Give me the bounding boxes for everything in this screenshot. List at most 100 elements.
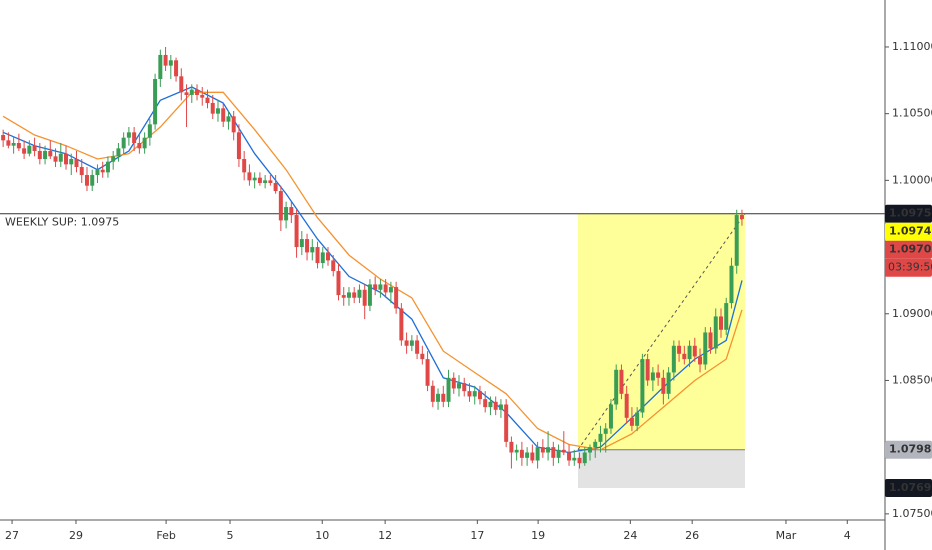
trend-line — [577, 213, 746, 450]
candle-body — [268, 180, 273, 184]
x-tick-label: 19 — [531, 529, 545, 542]
candle-body — [142, 137, 147, 149]
candle-body — [236, 132, 241, 160]
candle-body — [32, 145, 37, 152]
candle-body — [409, 340, 414, 346]
candle-body — [567, 452, 572, 461]
stop-zone — [577, 449, 745, 488]
candle-body — [661, 377, 666, 394]
candle-body — [388, 287, 393, 293]
candle-body — [22, 148, 27, 154]
candle-body — [619, 369, 624, 394]
candle-body — [346, 292, 351, 298]
candle-body — [718, 316, 723, 330]
candle-body — [48, 151, 53, 157]
candle-body — [95, 169, 100, 176]
candle-body — [462, 383, 467, 392]
candle-body — [666, 372, 671, 394]
candle-body — [289, 207, 294, 216]
candle-body — [126, 132, 131, 138]
candle-body — [703, 332, 708, 365]
candle-body — [603, 428, 608, 434]
candle-body — [425, 359, 430, 386]
candle-body — [556, 449, 561, 458]
candle-body — [488, 401, 493, 408]
candle-body — [215, 108, 220, 114]
candle-body — [739, 215, 744, 220]
candle-body — [278, 191, 283, 221]
candle-body — [352, 292, 357, 298]
candle-body — [677, 345, 682, 354]
candle-body — [614, 369, 619, 405]
x-tick-label: 17 — [470, 529, 484, 542]
candle-body — [357, 289, 362, 298]
candle-body — [341, 295, 346, 298]
candle-body — [404, 340, 409, 346]
candle-body — [378, 284, 383, 290]
candle-body — [121, 137, 126, 149]
candle-body — [84, 175, 89, 186]
candle-body — [373, 284, 378, 290]
candle-body — [624, 393, 629, 418]
x-tick-label: Mar — [776, 529, 797, 542]
candle-body — [11, 143, 16, 146]
price-badge — [885, 440, 932, 459]
candle-body — [153, 78, 158, 125]
candle-body — [588, 447, 592, 453]
y-tick-label: 1.10500 — [892, 107, 932, 120]
candle-body — [90, 175, 95, 186]
candle-body — [1, 135, 6, 141]
candle-body — [687, 345, 692, 360]
candle-body — [650, 372, 655, 381]
candle-body — [116, 148, 121, 157]
candle-body — [383, 284, 388, 293]
candle-body — [493, 401, 498, 410]
candle-body — [74, 159, 79, 168]
candle-body — [519, 449, 524, 458]
candle-body — [530, 452, 535, 461]
x-tick-label: 26 — [685, 529, 699, 542]
candle-body — [514, 449, 519, 453]
candle-body — [273, 183, 278, 192]
candle-body — [645, 359, 650, 381]
price-badge-label: 1.07694 — [889, 481, 932, 494]
x-tick-label: 29 — [69, 529, 83, 542]
candle-body — [640, 359, 645, 413]
candle-body — [189, 89, 194, 95]
candle-body — [305, 239, 310, 253]
candle-body — [37, 151, 42, 160]
price-badge — [885, 222, 932, 241]
candle-body — [671, 345, 676, 373]
candle-body — [179, 76, 184, 93]
y-tick-label: 1.08500 — [892, 373, 932, 386]
countdown-badge — [885, 258, 932, 277]
candle-body — [174, 60, 179, 77]
x-tick-label: 10 — [315, 529, 329, 542]
candle-body — [263, 180, 268, 184]
candle-body — [299, 239, 304, 248]
candle-body — [504, 404, 509, 442]
candle-body — [257, 177, 262, 184]
candle-body — [69, 159, 74, 165]
candle-body — [336, 271, 341, 296]
candle-body — [158, 54, 163, 79]
candle-body — [713, 316, 718, 349]
candle-body — [200, 94, 205, 98]
candle-body — [577, 457, 582, 464]
candle-body — [205, 97, 210, 103]
countdown-label: 03:39:50 — [888, 261, 932, 274]
y-tick-label: 1.11000 — [892, 40, 932, 53]
candle-body — [168, 60, 173, 66]
candle-body — [163, 54, 168, 66]
candle-body — [16, 143, 21, 149]
candle-body — [6, 140, 11, 146]
candle-body — [105, 161, 110, 173]
candle-body — [394, 287, 399, 309]
plot-area: WEEKLY SUP: 1.0975 — [0, 46, 885, 488]
candle-body — [242, 159, 247, 173]
candle-body — [310, 247, 315, 253]
candle-body — [43, 151, 48, 160]
candle-body — [572, 457, 577, 461]
